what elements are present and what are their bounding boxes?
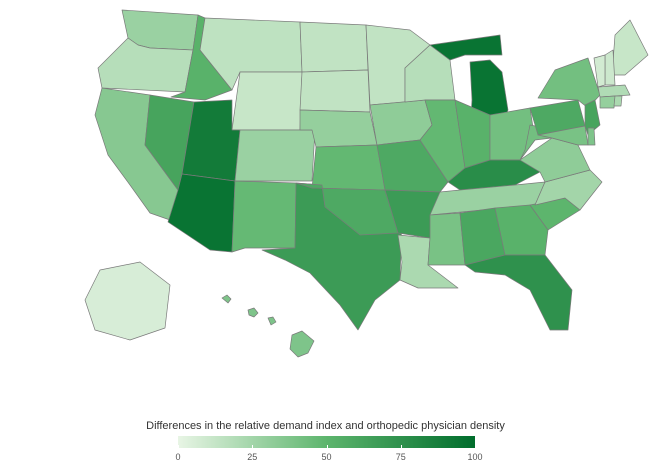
state-ma <box>597 84 631 98</box>
legend-tick-mark <box>178 445 179 448</box>
state-vt <box>593 54 606 88</box>
legend-title: Differences in the relative demand index… <box>146 420 505 432</box>
state-ny <box>537 57 601 109</box>
state-wy <box>231 71 303 131</box>
legend-tick-label: 50 <box>321 452 332 462</box>
state-ks <box>311 144 386 191</box>
state-hi <box>221 294 315 358</box>
legend-tick-label: 25 <box>247 452 258 462</box>
state-fl <box>464 254 573 331</box>
state-sd <box>299 69 371 113</box>
state-ct <box>599 95 616 109</box>
state-me <box>611 19 649 76</box>
state-ri <box>613 95 623 107</box>
state-or <box>97 37 194 93</box>
legend-tick-label: 100 <box>467 452 483 462</box>
legend-tick-label: 0 <box>175 452 181 462</box>
state-nd <box>299 21 369 73</box>
state-mo <box>376 139 449 193</box>
state-co <box>234 129 316 182</box>
state-ga <box>494 204 549 256</box>
state-md <box>537 125 589 146</box>
state-nm <box>231 180 297 253</box>
legend-tick-label: 75 <box>395 452 406 462</box>
state-ak <box>84 261 171 341</box>
legend-tick-mark <box>327 445 328 448</box>
legend-tick-mark <box>475 445 476 448</box>
state-nh <box>604 49 616 86</box>
state-ms <box>427 212 466 266</box>
state-de <box>587 127 596 146</box>
legend-tick-mark <box>401 445 402 448</box>
states-layer <box>84 9 649 358</box>
legend-tick-mark <box>252 445 253 448</box>
